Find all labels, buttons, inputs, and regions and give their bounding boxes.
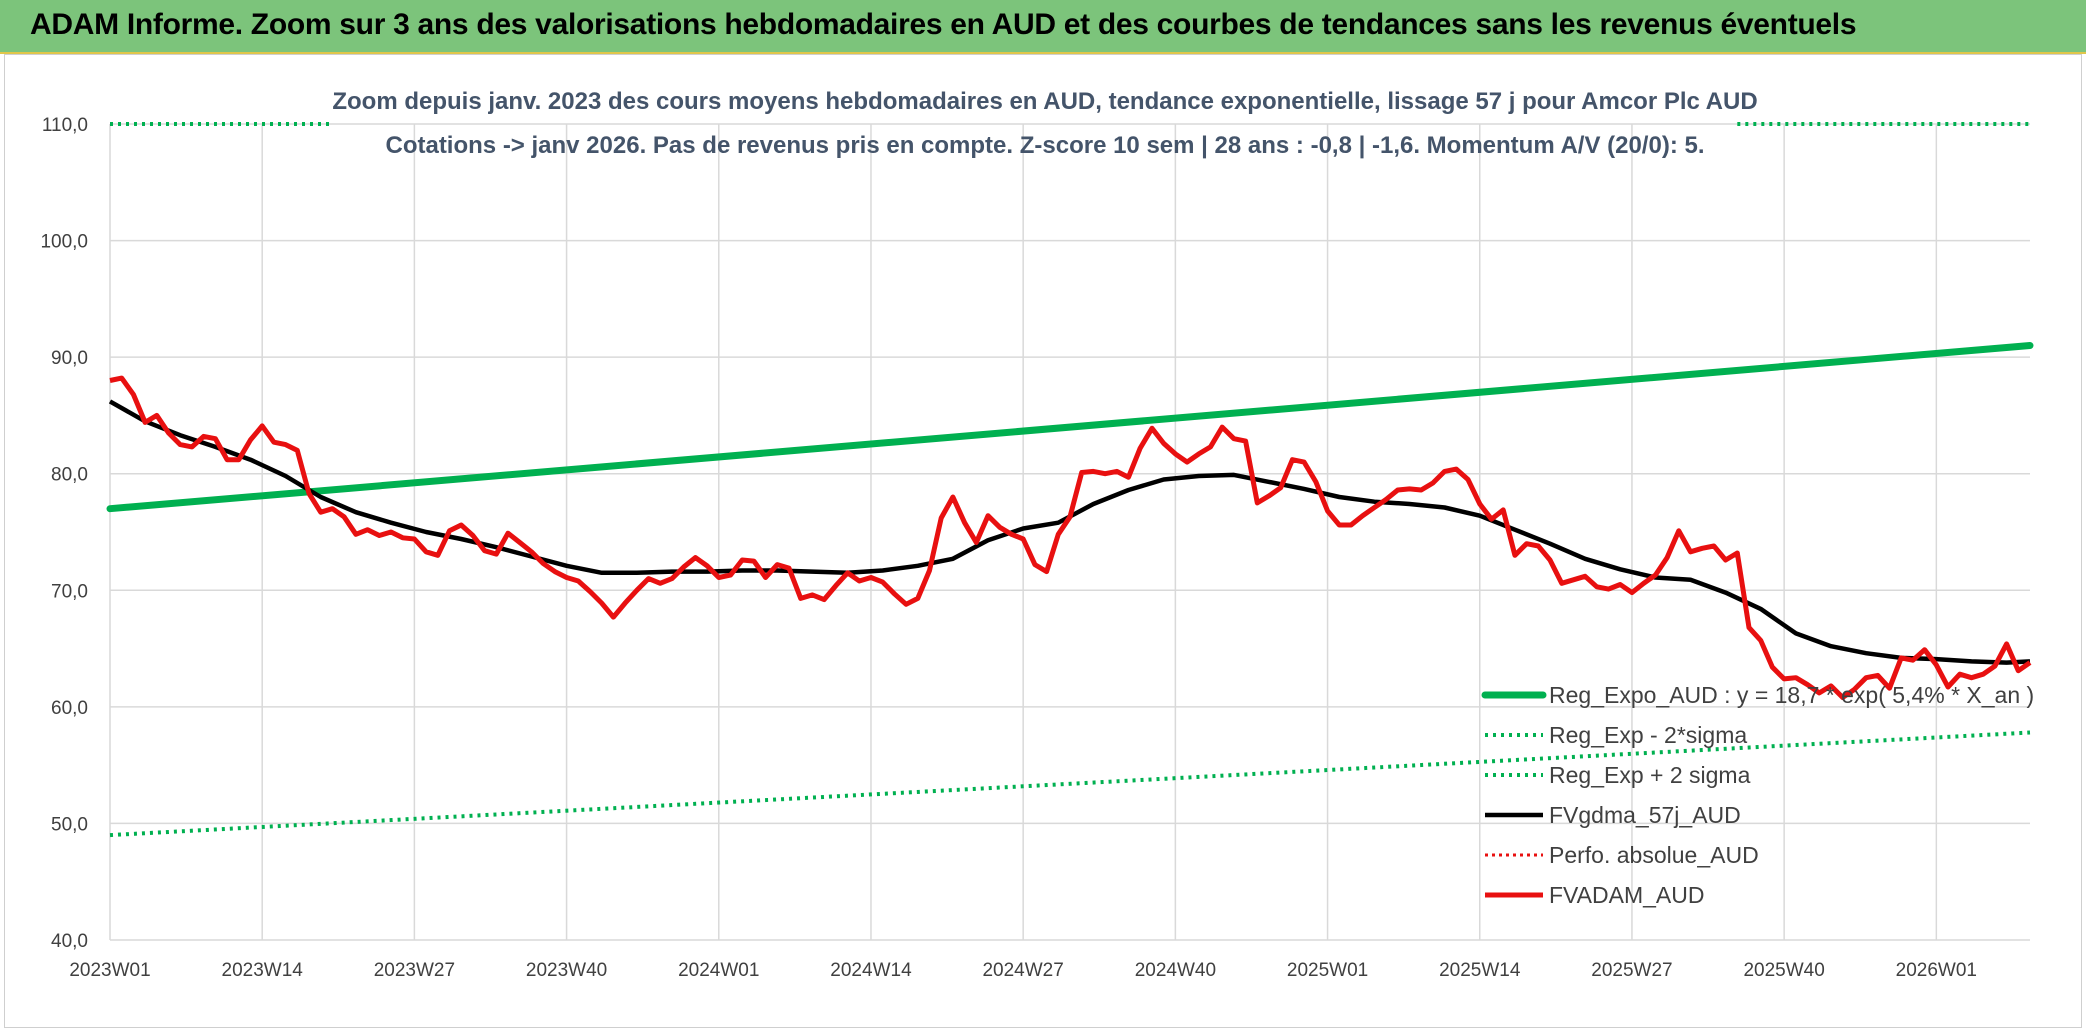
chart-subtitle: Cotations -> janv 2026. Pas de revenus p… — [385, 132, 1704, 159]
legend-label: Perfo. absolue_AUD — [1549, 842, 1759, 868]
x-tick-label: 2025W27 — [1591, 960, 1672, 981]
series-line — [109, 730, 2031, 838]
legend-label: FVgdma_57j_AUD — [1549, 802, 1741, 828]
series-line — [106, 342, 2034, 513]
y-tick-label: 90,0 — [51, 348, 88, 369]
series-line — [108, 399, 2031, 665]
report-banner: ADAM Informe. Zoom sur 3 ans des valoris… — [0, 0, 2086, 54]
x-tick-label: 2024W14 — [830, 960, 912, 981]
x-tick-label: 2025W01 — [1287, 960, 1368, 981]
legend-label: Reg_Exp + 2 sigma — [1549, 762, 1751, 788]
chart-titles: Zoom depuis janv. 2023 des cours moyens … — [332, 88, 1757, 159]
x-tick-label: 2026W01 — [1896, 960, 1977, 981]
gridlines — [109, 123, 2030, 941]
y-tick-label: 50,0 — [51, 814, 88, 835]
x-tick-label: 2024W01 — [678, 960, 759, 981]
axis-ticks: 40,0 50,0 60,0 70,0 80,0 90,0 100,0 110,0 2023W0… — [40, 115, 1977, 981]
chart-title: Zoom depuis janv. 2023 des cours moyens … — [332, 88, 1757, 115]
x-tick-label: 2024W40 — [1135, 960, 1216, 981]
legend-label: Reg_Expo_AUD : y = 18,7 * exp( 5,4% * X_… — [1549, 682, 2034, 708]
x-tick-label: 2025W40 — [1743, 960, 1824, 981]
y-tick-label: 70,0 — [51, 581, 88, 602]
legend-label: FVADAM_AUD — [1549, 882, 1705, 908]
y-tick-label: 80,0 — [51, 465, 88, 486]
chart-frame — [4, 54, 2082, 1028]
x-tick-label: 2024W27 — [982, 960, 1063, 981]
legend-label: Reg_Exp - 2*sigma — [1549, 722, 1747, 748]
legend: Reg_Expo_AUD : y = 18,7 * exp( 5,4% * X_… — [1481, 682, 2034, 908]
x-tick-label: 2025W14 — [1439, 960, 1521, 981]
series-lines — [106, 122, 2034, 838]
x-tick-label: 2023W01 — [69, 960, 150, 981]
y-tick-label: 60,0 — [51, 698, 88, 719]
y-tick-label: 100,0 — [40, 232, 88, 253]
x-tick-label: 2023W40 — [526, 960, 607, 981]
report-title: ADAM Informe. Zoom sur 3 ans des valoris… — [30, 8, 1857, 41]
x-tick-label: 2023W27 — [374, 960, 455, 981]
x-tick-label: 2023W14 — [222, 960, 304, 981]
y-tick-label: 110,0 — [42, 115, 88, 136]
series-line — [109, 375, 2032, 700]
y-tick-label: 40,0 — [51, 931, 88, 952]
